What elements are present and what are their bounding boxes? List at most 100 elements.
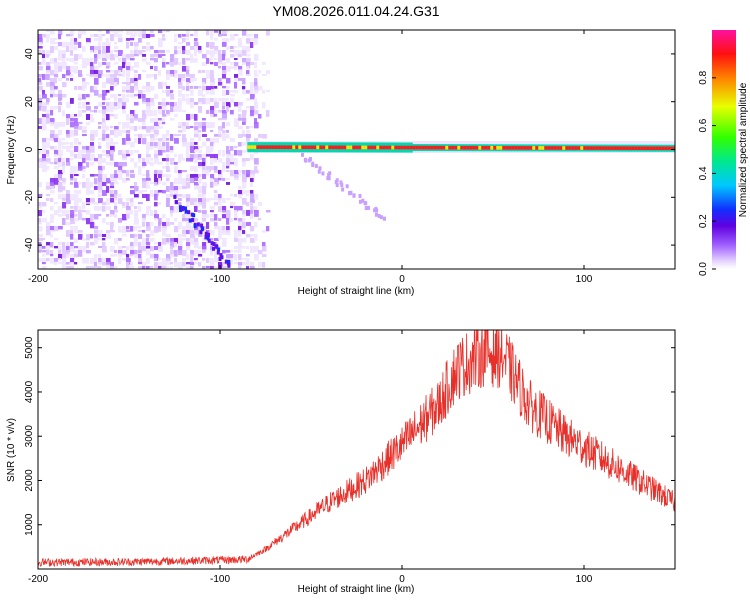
heatmap-streak-cell xyxy=(220,255,224,260)
heatmap-line-core xyxy=(559,146,563,150)
heatmap-noise-cell xyxy=(166,158,170,162)
heatmap-noise-cell xyxy=(206,198,210,203)
heatmap-noise-cell xyxy=(122,154,127,160)
heatmap-noise-cell xyxy=(66,194,71,199)
heatmap-noise-cell xyxy=(106,162,110,166)
heatmap-noise-cell xyxy=(78,234,83,240)
heatmap-noise-cell xyxy=(74,226,78,233)
heatmap-noise-cell xyxy=(126,206,131,211)
heatmap-noise-cell xyxy=(114,70,119,76)
heatmap-noise-cell xyxy=(246,62,251,69)
heatmap-noise-cell xyxy=(218,82,223,86)
heatmap-noise-cell xyxy=(162,222,167,229)
heatmap-noise-cell xyxy=(230,94,235,97)
heatmap-noise-cell xyxy=(134,74,138,81)
heatmap-noise-cell xyxy=(98,194,102,198)
heatmap-noise-cell xyxy=(246,38,251,44)
spectrogram-xlabel: Height of straight line (km) xyxy=(298,286,415,297)
heatmap-noise-cell xyxy=(186,246,191,251)
heatmap-noise-cell xyxy=(70,226,74,230)
heatmap-line-core xyxy=(478,145,482,150)
heatmap-streak-cell xyxy=(318,166,322,171)
heatmap-noise-cell xyxy=(50,186,54,189)
heatmap-noise-cell xyxy=(118,38,123,43)
heatmap-streak-cell xyxy=(183,206,187,211)
heatmap-noise-cell xyxy=(170,62,174,67)
heatmap-noise-cell xyxy=(254,254,259,261)
heatmap-noise-cell xyxy=(98,254,102,259)
heatmap-noise-cell xyxy=(110,230,115,233)
heatmap-noise-cell xyxy=(134,114,138,119)
heatmap-noise-cell xyxy=(126,262,130,267)
heatmap-noise-cell xyxy=(38,210,43,217)
heatmap-noise-cell xyxy=(126,62,131,68)
heatmap-noise-cell xyxy=(218,98,223,102)
heatmap-noise-cell xyxy=(146,242,151,246)
heatmap-noise-cell xyxy=(98,102,103,107)
heatmap-line-core xyxy=(667,146,671,151)
heatmap-noise-cell xyxy=(218,150,222,156)
colorbar-ticks: 0.00.20.40.60.8 xyxy=(698,70,716,276)
heatmap-noise-cell xyxy=(162,158,166,162)
heatmap-noise-cell xyxy=(106,154,110,158)
heatmap-noise-cell xyxy=(190,198,195,205)
heatmap-noise-cell xyxy=(110,262,114,269)
heatmap-noise-cell xyxy=(194,218,198,222)
heatmap-noise-cell xyxy=(86,266,90,269)
heatmap-noise-cell xyxy=(214,50,218,55)
heatmap-noise-cell xyxy=(126,202,130,208)
heatmap-line-core xyxy=(523,146,527,150)
heatmap-noise-cell xyxy=(250,266,255,269)
heatmap-noise-cell xyxy=(110,222,114,227)
heatmap-noise-cell xyxy=(90,162,94,166)
heatmap-noise-cell xyxy=(174,166,178,173)
heatmap-noise-cell xyxy=(238,226,242,232)
heatmap-noise-cell xyxy=(94,70,99,77)
heatmap-noise-cell xyxy=(202,94,206,98)
heatmap-noise-cell xyxy=(238,218,243,222)
heatmap-noise-cell xyxy=(78,154,83,159)
heatmap-line-core xyxy=(553,146,557,150)
heatmap-noise-cell xyxy=(138,254,142,259)
heatmap-noise-cell xyxy=(154,246,159,251)
heatmap-line-core xyxy=(586,146,590,150)
heatmap-noise-cell xyxy=(182,214,186,221)
heatmap-noise-cell xyxy=(66,130,70,137)
heatmap-noise-cell xyxy=(242,110,247,115)
heatmap-noise-cell xyxy=(218,66,222,69)
heatmap-noise-cell xyxy=(166,174,171,178)
heatmap-noise-cell xyxy=(194,42,199,48)
heatmap-line-core xyxy=(340,145,344,150)
heatmap-noise-cell xyxy=(74,122,79,129)
heatmap-line-core xyxy=(541,146,545,150)
heatmap-noise-cell xyxy=(70,130,75,137)
heatmap-noise-cell xyxy=(202,122,207,129)
heatmap-noise-cell xyxy=(66,234,71,237)
heatmap-noise-cell xyxy=(54,122,59,129)
heatmap-noise-cell xyxy=(214,46,219,51)
heatmap-noise-cell xyxy=(102,234,107,238)
heatmap-noise-cell xyxy=(46,82,51,87)
heatmap-noise-cell xyxy=(78,162,83,169)
heatmap-noise-cell xyxy=(210,262,215,269)
heatmap-noise-cell xyxy=(106,262,110,266)
heatmap-noise-cell xyxy=(238,38,242,45)
heatmap-noise-cell xyxy=(86,218,91,225)
heatmap-noise-cell xyxy=(194,158,198,164)
heatmap-noise-cell xyxy=(38,82,43,86)
heatmap-noise-cell xyxy=(90,110,95,113)
heatmap-noise-cell xyxy=(226,134,230,139)
heatmap-noise-cell xyxy=(222,242,227,247)
spectrogram-ytick-label: 20 xyxy=(24,96,35,108)
heatmap-noise-cell xyxy=(230,138,235,142)
heatmap-noise-cell xyxy=(142,266,146,269)
heatmap-noise-cell xyxy=(234,90,238,94)
heatmap-noise-cell xyxy=(238,102,243,106)
heatmap-noise-cell xyxy=(170,210,174,214)
heatmap-noise-cell xyxy=(198,190,203,194)
heatmap-noise-cell xyxy=(190,230,195,237)
heatmap-noise-cell xyxy=(134,182,138,187)
heatmap-noise-cell xyxy=(134,226,138,231)
heatmap-noise-cell xyxy=(98,238,103,241)
heatmap-noise-cell xyxy=(210,54,215,58)
